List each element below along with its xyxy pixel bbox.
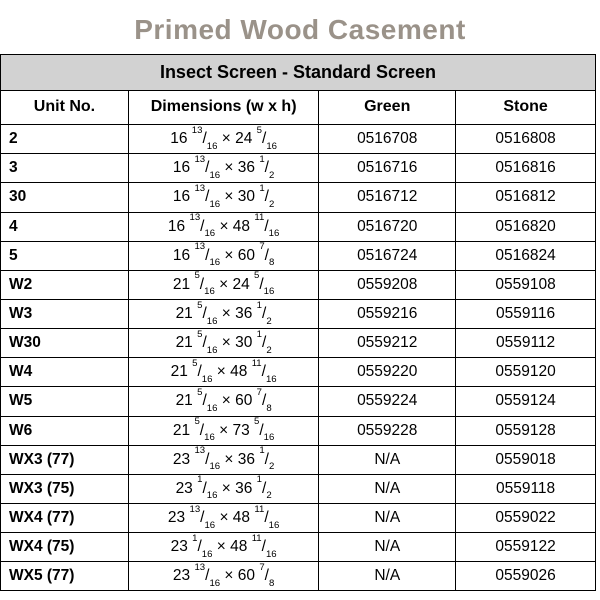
cell-stone: 0559108 <box>456 270 596 299</box>
table-row: 3016 13/16 × 30 1/205167120516812 <box>1 183 596 212</box>
cell-stone: 0559128 <box>456 416 596 445</box>
cell-stone: 0559116 <box>456 300 596 329</box>
cell-unit: 4 <box>1 212 129 241</box>
table-row: W521 5/16 × 60 7/805592240559124 <box>1 387 596 416</box>
cell-stone: 0559122 <box>456 533 596 562</box>
cell-green: N/A <box>319 533 456 562</box>
cell-dimensions: 16 13/16 × 24 5/16 <box>128 125 318 154</box>
col-green: Green <box>319 91 456 125</box>
col-dim: Dimensions (w x h) <box>128 91 318 125</box>
cell-green: 0559224 <box>319 387 456 416</box>
page-title: Primed Wood Casement <box>0 0 600 54</box>
cell-dimensions: 16 13/16 × 60 7/8 <box>128 241 318 270</box>
cell-green: N/A <box>319 504 456 533</box>
cell-unit: WX4 (75) <box>1 533 129 562</box>
cell-unit: W5 <box>1 387 129 416</box>
table-row: W621 5/16 × 73 5/1605592280559128 <box>1 416 596 445</box>
cell-unit: WX3 (77) <box>1 445 129 474</box>
table-row: W321 5/16 × 36 1/205592160559116 <box>1 300 596 329</box>
table-row: 316 13/16 × 36 1/205167160516816 <box>1 154 596 183</box>
cell-green: 0559212 <box>319 329 456 358</box>
cell-green: 0516712 <box>319 183 456 212</box>
cell-dimensions: 23 13/16 × 48 11/16 <box>128 504 318 533</box>
table-container: Insect Screen - Standard Screen Unit No.… <box>0 54 600 591</box>
cell-dimensions: 16 13/16 × 30 1/2 <box>128 183 318 212</box>
table-row: WX4 (75)23 1/16 × 48 11/16N/A0559122 <box>1 533 596 562</box>
cell-stone: 0559118 <box>456 474 596 503</box>
table-row: WX4 (77)23 13/16 × 48 11/16N/A0559022 <box>1 504 596 533</box>
cell-stone: 0559026 <box>456 562 596 591</box>
cell-stone: 0516816 <box>456 154 596 183</box>
cell-unit: W6 <box>1 416 129 445</box>
cell-stone: 0559112 <box>456 329 596 358</box>
cell-dimensions: 23 13/16 × 36 1/2 <box>128 445 318 474</box>
cell-dimensions: 21 5/16 × 36 1/2 <box>128 300 318 329</box>
cell-unit: W4 <box>1 358 129 387</box>
table-row: 516 13/16 × 60 7/805167240516824 <box>1 241 596 270</box>
cell-stone: 0559120 <box>456 358 596 387</box>
col-unit: Unit No. <box>1 91 129 125</box>
cell-unit: WX4 (77) <box>1 504 129 533</box>
cell-green: 0559208 <box>319 270 456 299</box>
table-body: 216 13/16 × 24 5/1605167080516808316 13/… <box>1 125 596 591</box>
cell-dimensions: 21 5/16 × 48 11/16 <box>128 358 318 387</box>
table-row: W3021 5/16 × 30 1/205592120559112 <box>1 329 596 358</box>
table-row: W221 5/16 × 24 5/1605592080559108 <box>1 270 596 299</box>
table-row: WX3 (77)23 13/16 × 36 1/2N/A0559018 <box>1 445 596 474</box>
cell-green: N/A <box>319 445 456 474</box>
table-row: WX3 (75)23 1/16 × 36 1/2N/A0559118 <box>1 474 596 503</box>
cell-unit: 5 <box>1 241 129 270</box>
cell-unit: WX5 (77) <box>1 562 129 591</box>
cell-dimensions: 23 13/16 × 60 7/8 <box>128 562 318 591</box>
table-row: W421 5/16 × 48 11/1605592200559120 <box>1 358 596 387</box>
cell-unit: WX3 (75) <box>1 474 129 503</box>
cell-dimensions: 21 5/16 × 73 5/16 <box>128 416 318 445</box>
cell-green: N/A <box>319 474 456 503</box>
cell-unit: W3 <box>1 300 129 329</box>
cell-stone: 0559022 <box>456 504 596 533</box>
cell-green: 0559220 <box>319 358 456 387</box>
screen-table: Insect Screen - Standard Screen Unit No.… <box>0 54 596 591</box>
cell-dimensions: 21 5/16 × 30 1/2 <box>128 329 318 358</box>
table-banner: Insect Screen - Standard Screen <box>1 55 596 91</box>
cell-green: 0559228 <box>319 416 456 445</box>
cell-stone: 0516808 <box>456 125 596 154</box>
cell-dimensions: 16 13/16 × 36 1/2 <box>128 154 318 183</box>
cell-green: N/A <box>319 562 456 591</box>
col-stone: Stone <box>456 91 596 125</box>
cell-green: 0516708 <box>319 125 456 154</box>
table-row: 216 13/16 × 24 5/1605167080516808 <box>1 125 596 154</box>
table-banner-row: Insect Screen - Standard Screen <box>1 55 596 91</box>
cell-dimensions: 21 5/16 × 60 7/8 <box>128 387 318 416</box>
cell-green: 0516720 <box>319 212 456 241</box>
cell-stone: 0516824 <box>456 241 596 270</box>
cell-dimensions: 23 1/16 × 48 11/16 <box>128 533 318 562</box>
cell-green: 0516724 <box>319 241 456 270</box>
cell-unit: 2 <box>1 125 129 154</box>
table-row: 416 13/16 × 48 11/1605167200516820 <box>1 212 596 241</box>
cell-unit: 30 <box>1 183 129 212</box>
table-header-row: Unit No. Dimensions (w x h) Green Stone <box>1 91 596 125</box>
cell-stone: 0516820 <box>456 212 596 241</box>
cell-stone: 0516812 <box>456 183 596 212</box>
cell-unit: 3 <box>1 154 129 183</box>
cell-stone: 0559124 <box>456 387 596 416</box>
cell-dimensions: 16 13/16 × 48 11/16 <box>128 212 318 241</box>
cell-stone: 0559018 <box>456 445 596 474</box>
cell-unit: W30 <box>1 329 129 358</box>
table-row: WX5 (77)23 13/16 × 60 7/8N/A0559026 <box>1 562 596 591</box>
cell-dimensions: 23 1/16 × 36 1/2 <box>128 474 318 503</box>
cell-green: 0559216 <box>319 300 456 329</box>
cell-unit: W2 <box>1 270 129 299</box>
cell-dimensions: 21 5/16 × 24 5/16 <box>128 270 318 299</box>
cell-green: 0516716 <box>319 154 456 183</box>
